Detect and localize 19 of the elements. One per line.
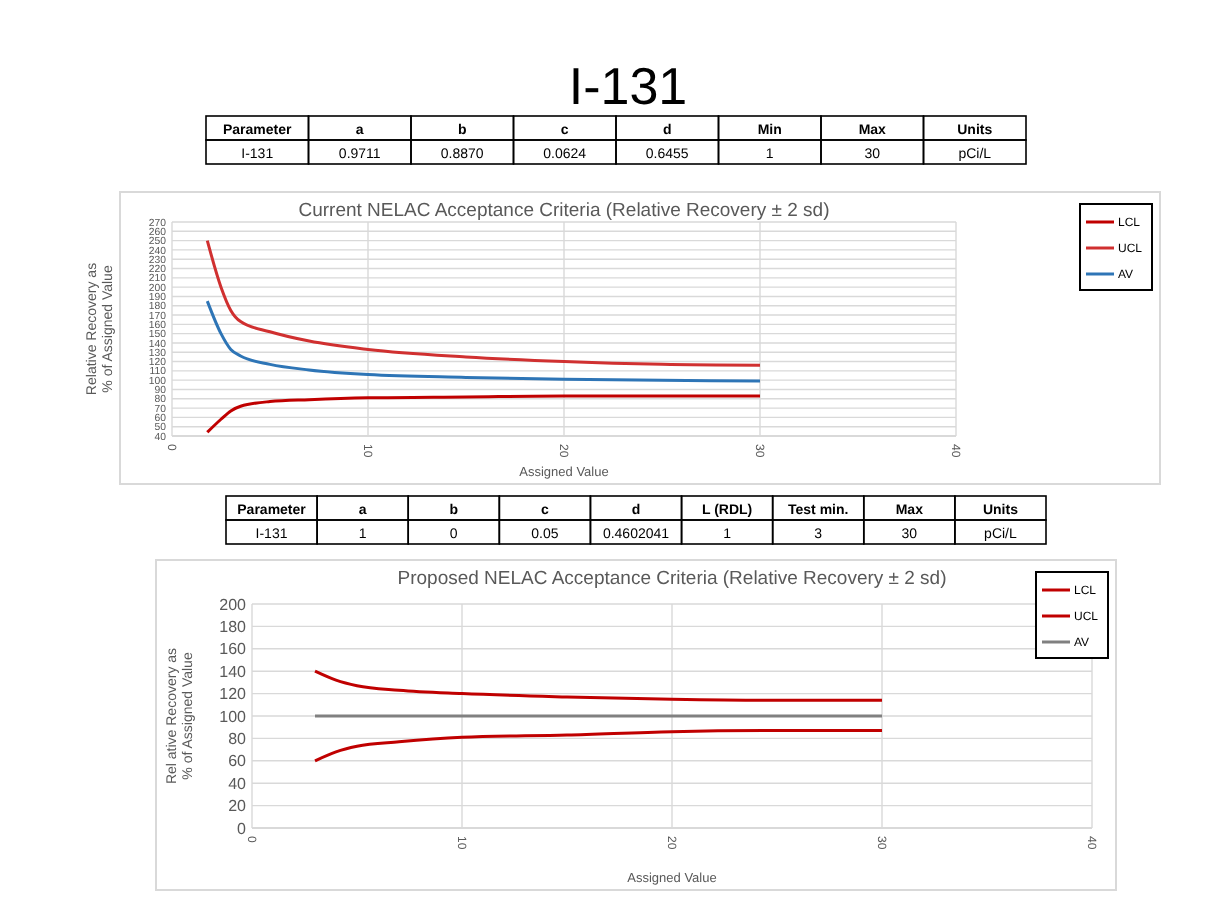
line-series [205,299,762,383]
y-tick-label: 60 [228,752,248,771]
y-tick-label: 20 [228,797,248,816]
y-tick-label: 0 [237,819,248,838]
line-series [313,729,884,763]
y-tick-label: 200 [219,595,248,614]
line-series [205,239,762,367]
chart-title: Current NELAC Acceptance Criteria (Relative Recovery ± 2 sd) [298,200,830,222]
line-series [313,669,884,702]
y-tick-label: 180 [219,618,248,636]
y-tick-label: 160 [219,640,248,659]
chart-title: Proposed NELAC Acceptance Criteria (Relative Recovery ± 2 sd) [397,568,947,590]
y-tick-label: 40 [228,774,248,793]
line-series [205,394,762,434]
y-tick-label: 120 [219,685,248,704]
y-tick-label: 80 [228,730,248,748]
y-tick-label: 100 [219,707,248,726]
y-tick-label: 140 [219,662,248,681]
text: I-131 [568,56,688,116]
